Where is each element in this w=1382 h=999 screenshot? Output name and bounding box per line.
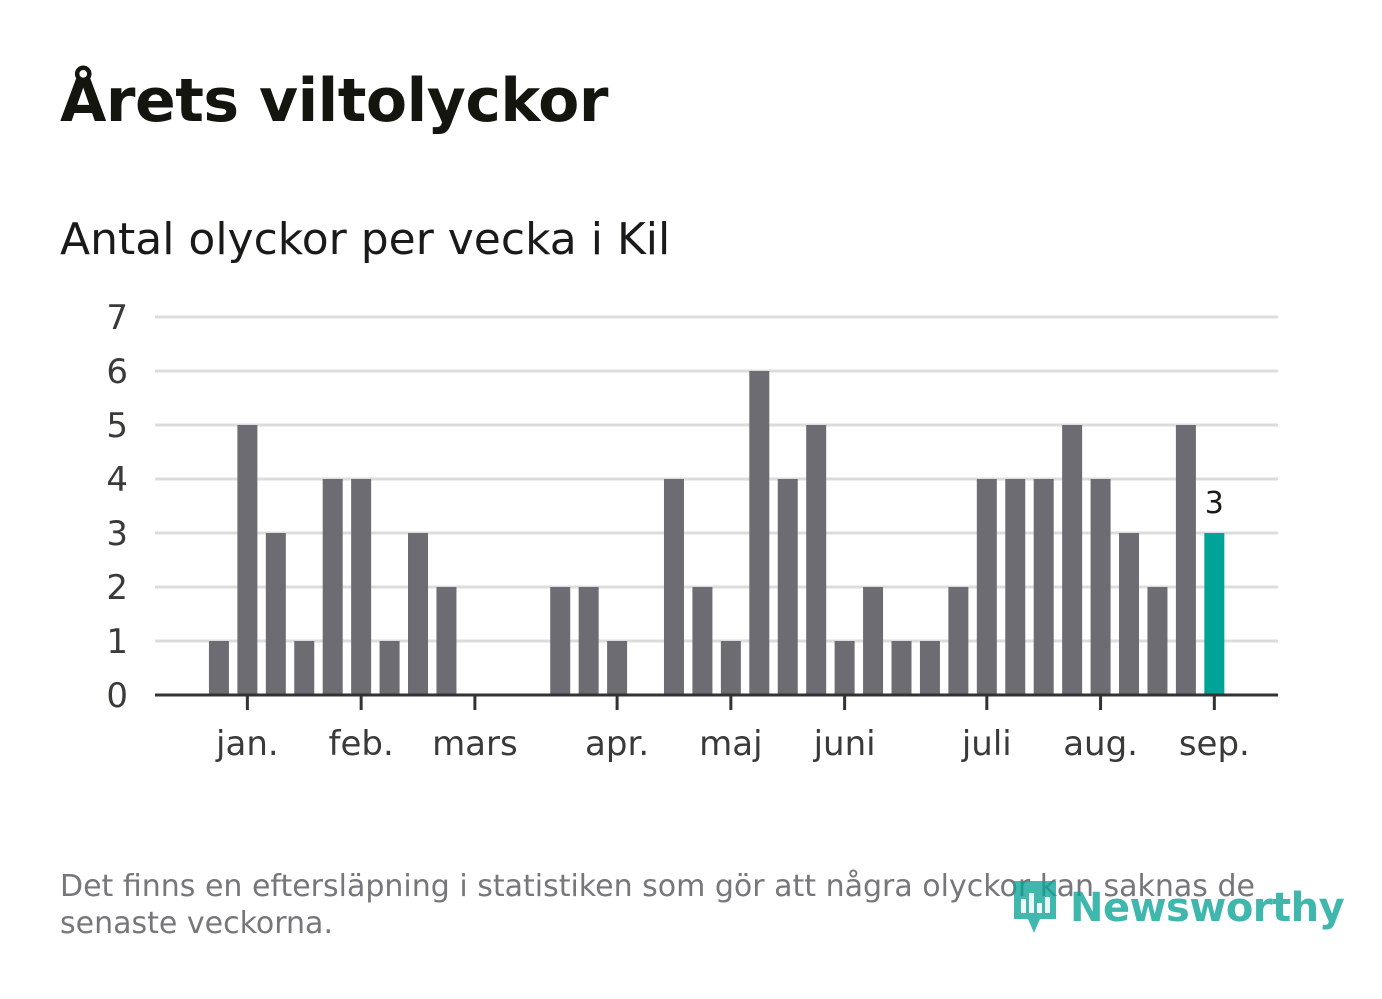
bar — [948, 587, 969, 695]
bar — [1090, 479, 1111, 695]
y-tick-label: 4 — [106, 460, 128, 500]
y-tick-label: 5 — [106, 406, 128, 446]
x-tick-label: feb. — [328, 724, 393, 764]
x-tick-label: sep. — [1179, 724, 1250, 764]
bar — [1119, 533, 1140, 695]
bar — [607, 641, 628, 695]
newsworthy-logo-icon — [1010, 875, 1060, 941]
x-tick-label: apr. — [585, 724, 649, 764]
bar — [1175, 425, 1196, 695]
x-tick-label: aug. — [1063, 724, 1138, 764]
bar — [550, 587, 571, 695]
bar — [208, 641, 229, 695]
bar — [1062, 425, 1083, 695]
bar — [891, 641, 912, 695]
bar — [720, 641, 741, 695]
bar — [578, 587, 599, 695]
bar — [806, 425, 827, 695]
chart-subtitle: Antal olyckor per vecka i Kil — [60, 214, 671, 265]
bar — [749, 371, 770, 695]
y-tick-label: 7 — [106, 298, 128, 338]
data-labels: 3 — [1205, 486, 1224, 521]
x-tick-label: maj — [699, 724, 762, 764]
bar — [237, 425, 258, 695]
x-tick-label: mars — [432, 724, 518, 764]
y-tick-label: 3 — [106, 514, 128, 554]
bar — [265, 533, 286, 695]
y-tick-label: 1 — [106, 622, 128, 662]
x-tick-label: juli — [961, 724, 1012, 764]
x-tick-label: juni — [813, 724, 876, 764]
newsworthy-logo: Newsworthy — [1010, 875, 1345, 941]
bar-highlight — [1204, 533, 1225, 695]
y-tick-label: 2 — [106, 568, 128, 608]
bar — [351, 479, 372, 695]
bar — [1033, 479, 1054, 695]
bar — [777, 479, 798, 695]
bar — [379, 641, 400, 695]
bar — [834, 641, 855, 695]
y-axis-ticks: 0 1 2 3 4 5 6 7 — [106, 298, 128, 716]
bars — [208, 371, 1225, 695]
y-tick-label: 0 — [106, 676, 128, 716]
bar — [436, 587, 457, 695]
bar — [1005, 479, 1026, 695]
bar — [322, 479, 343, 695]
bar — [976, 479, 997, 695]
bar — [663, 479, 684, 695]
bar — [408, 533, 429, 695]
x-axis-ticks: jan. feb. mars apr. maj juni juli aug. sep. — [215, 695, 1250, 764]
newsworthy-logo-text: Newsworthy — [1070, 885, 1345, 931]
bar — [919, 641, 940, 695]
bar — [863, 587, 884, 695]
bar-chart: 0 1 2 3 4 5 6 7 jan. feb. mars apr. maj juni juli aug.… — [106, 298, 1278, 764]
y-tick-label: 6 — [106, 352, 128, 392]
data-label: 3 — [1205, 486, 1224, 521]
bar — [1147, 587, 1168, 695]
chart-title: Årets viltolyckor — [60, 66, 609, 136]
bar — [692, 587, 713, 695]
x-tick-label: jan. — [215, 724, 279, 764]
bar — [294, 641, 315, 695]
